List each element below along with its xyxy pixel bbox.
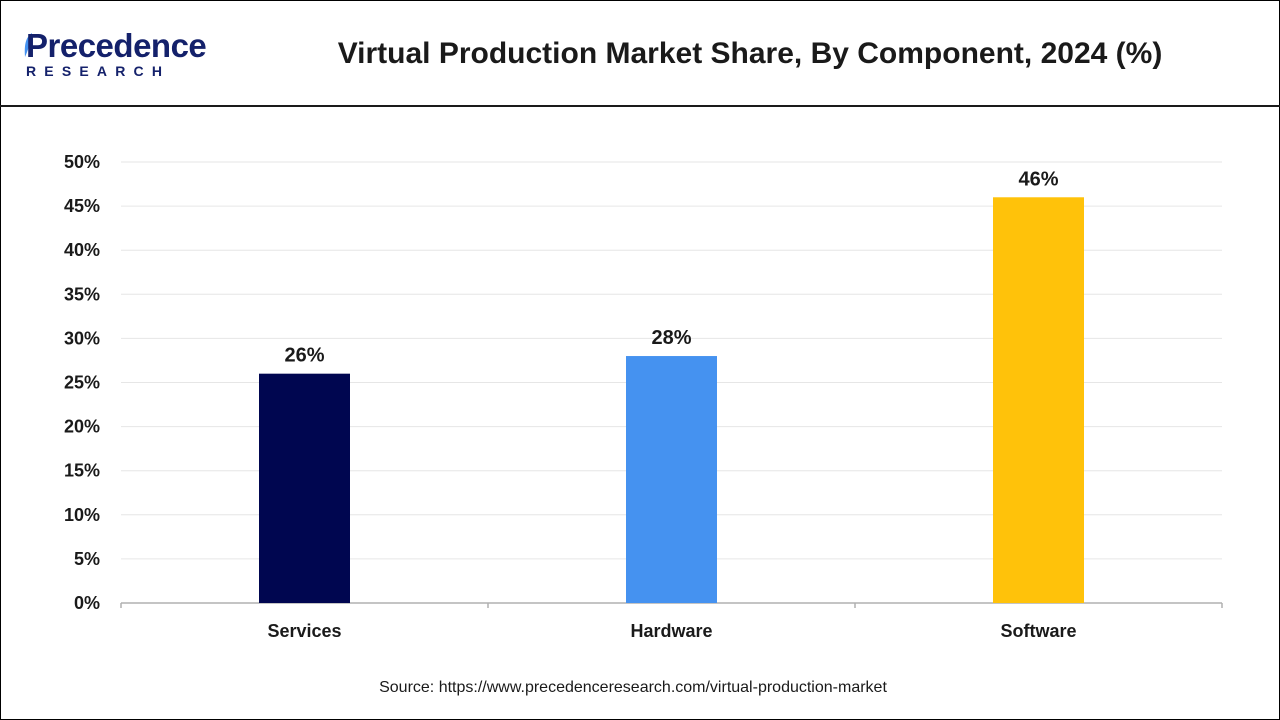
- y-tick-label: 15%: [64, 461, 100, 481]
- logo: Precedence RESEARCH: [20, 26, 220, 86]
- source-note: Source: https://www.precedenceresearch.c…: [379, 679, 887, 696]
- leaf-icon: [24, 33, 32, 57]
- y-tick-label: 5%: [74, 549, 100, 569]
- y-tick-label: 40%: [64, 240, 100, 260]
- bar-services: [259, 373, 350, 603]
- y-tick-label: 50%: [64, 152, 100, 172]
- y-tick-label: 45%: [64, 196, 100, 216]
- category-label-software: Software: [1000, 621, 1076, 641]
- y-tick-label: 25%: [64, 373, 100, 393]
- category-label-hardware: Hardware: [630, 621, 712, 641]
- bar-software: [993, 197, 1084, 603]
- value-label-hardware: 28%: [651, 327, 691, 349]
- bar-hardware: [626, 356, 717, 603]
- category-label-services: Services: [267, 621, 341, 641]
- y-tick-label: 0%: [74, 593, 100, 613]
- chart-title: Virtual Production Market Share, By Comp…: [337, 37, 1163, 70]
- logo-main-text: Precedence: [26, 27, 207, 64]
- y-tick-label: 35%: [64, 284, 100, 304]
- bar-chart: 0% 5% 10% 15% 20% 25% 30% 35% 40% 45% 50% 26% Servi…: [64, 152, 1223, 641]
- header: Precedence RESEARCH Virtual Production M…: [0, 0, 1280, 107]
- y-tick-label: 30%: [64, 328, 100, 348]
- value-label-services: 26%: [284, 345, 324, 367]
- y-tick-label: 10%: [64, 505, 100, 525]
- value-label-software: 46%: [1018, 168, 1058, 190]
- y-tick-label: 20%: [64, 417, 100, 437]
- logo-sub-text: RESEARCH: [26, 63, 171, 79]
